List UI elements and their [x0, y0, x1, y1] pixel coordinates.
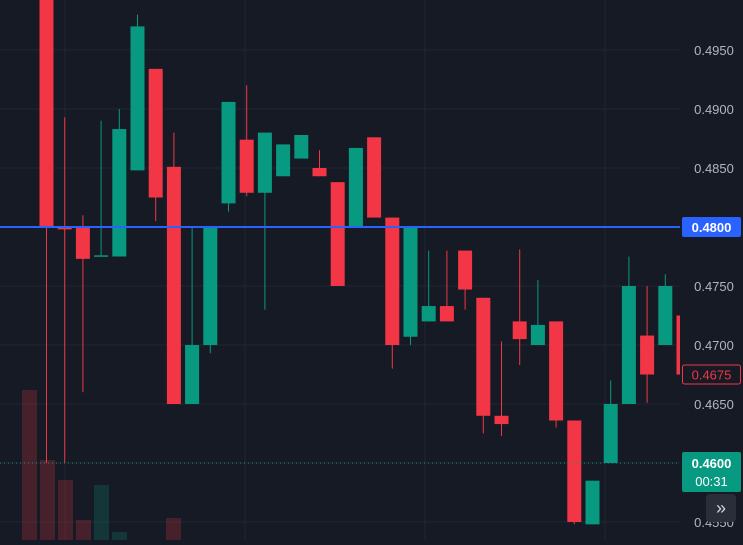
- candle-body: [585, 480, 600, 525]
- price-tick-label: 0.4650: [694, 397, 734, 412]
- volume-bar: [166, 518, 181, 540]
- candle-body: [658, 286, 673, 345]
- volume-bar: [58, 480, 73, 540]
- double-chevron-right-icon: »: [715, 497, 726, 518]
- scroll-to-realtime-button[interactable]: »: [706, 494, 736, 522]
- candles: [39, 0, 691, 525]
- candle-body: [603, 404, 618, 463]
- price-axis[interactable]: 0.49500.49000.48500.47500.47000.46500.45…: [680, 0, 743, 540]
- volume-bar: [112, 532, 127, 540]
- volume-bar: [94, 485, 109, 540]
- price-tick-label: 0.4900: [694, 102, 734, 117]
- candle-body: [239, 139, 254, 193]
- candle-body: [494, 415, 509, 425]
- candle-body: [476, 297, 491, 416]
- candle-body: [439, 306, 454, 322]
- price-axis-background: [680, 0, 743, 540]
- price-tick-label: 0.4950: [694, 43, 734, 58]
- candle-body: [348, 147, 363, 227]
- candle-body: [530, 324, 545, 345]
- candle-body: [567, 420, 582, 522]
- candle-body: [276, 144, 291, 177]
- volume-bars: [22, 390, 181, 540]
- bar-countdown-label: 00:31: [695, 474, 728, 489]
- candle-body: [130, 26, 145, 171]
- volume-bar: [40, 460, 55, 540]
- candle-body: [185, 345, 200, 404]
- candle-body: [312, 168, 327, 177]
- current-price-tag: [682, 452, 741, 492]
- candle-body: [294, 134, 309, 159]
- volume-bar: [22, 390, 37, 540]
- candle-body: [549, 321, 564, 421]
- candle-body: [221, 101, 236, 204]
- candle-body: [257, 132, 272, 193]
- candle-body: [421, 306, 436, 322]
- candle-body: [367, 137, 382, 218]
- last-price-label: 0.4675: [692, 368, 732, 383]
- price-tick-label: 0.4700: [694, 338, 734, 353]
- price-lines: [0, 226, 680, 464]
- candle-body: [512, 321, 527, 340]
- candle-body: [621, 286, 636, 404]
- candle-body: [330, 182, 345, 286]
- candle-body: [458, 250, 473, 290]
- last-price-tag: [682, 364, 741, 385]
- candle-body: [75, 227, 90, 259]
- current-price-label: 0.4600: [692, 456, 732, 471]
- horizontal-line-price-label: 0.4800: [692, 220, 732, 235]
- candle-body: [166, 166, 181, 404]
- candle-body: [385, 217, 400, 345]
- candle-body: [94, 255, 109, 257]
- candle-body: [148, 68, 163, 198]
- volume-bar: [76, 520, 91, 540]
- horizontal-line-price-tag: [682, 217, 741, 237]
- candle-body: [203, 227, 218, 345]
- price-tick-label: 0.4750: [694, 279, 734, 294]
- candle-body: [39, 0, 54, 227]
- candle-body: [640, 335, 655, 375]
- candle-body: [403, 227, 418, 337]
- candle-body: [57, 227, 72, 230]
- candle-body: [112, 129, 127, 257]
- price-tick-label: 0.4850: [694, 161, 734, 176]
